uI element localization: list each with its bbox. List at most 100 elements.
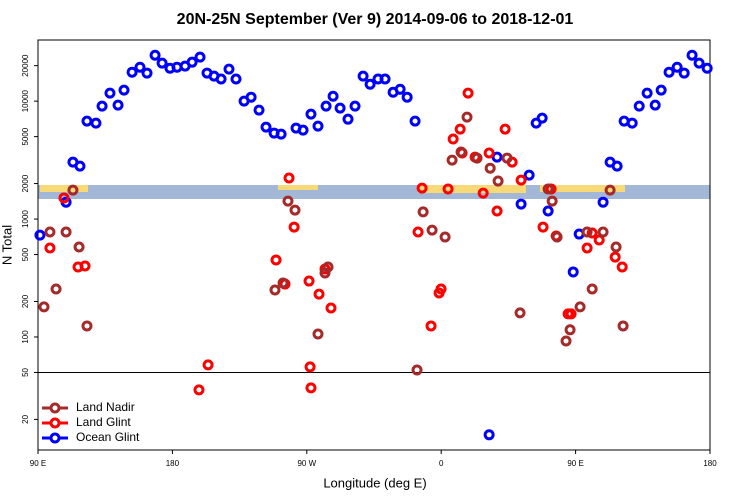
- point: [269, 284, 281, 296]
- point: [586, 283, 598, 295]
- point: [270, 254, 282, 266]
- y-tick-label: 100: [21, 330, 30, 344]
- point: [442, 183, 454, 195]
- point: [597, 196, 609, 208]
- point: [514, 307, 526, 319]
- point: [126, 66, 138, 78]
- point: [118, 84, 130, 96]
- chart-title: 20N-25N September (Ver 9) 2014-09-06 to …: [177, 11, 574, 28]
- point: [477, 187, 489, 199]
- point: [412, 226, 424, 238]
- x-tick-label: 90 E: [567, 459, 583, 468]
- point: [492, 175, 504, 187]
- band-patch: [40, 185, 88, 192]
- point: [581, 242, 593, 254]
- point: [73, 241, 85, 253]
- point: [297, 124, 309, 136]
- point: [202, 359, 214, 371]
- x-tick-label: 180: [166, 459, 180, 468]
- point: [425, 320, 437, 332]
- y-tick-label: 50: [21, 367, 30, 376]
- point: [322, 261, 334, 273]
- point: [597, 226, 609, 238]
- point: [542, 205, 554, 217]
- point: [90, 117, 102, 129]
- point: [586, 227, 598, 239]
- point: [44, 226, 56, 238]
- point: [288, 221, 300, 233]
- point: [564, 324, 576, 336]
- point: [649, 99, 661, 111]
- point: [394, 83, 406, 95]
- point: [304, 361, 316, 373]
- point: [230, 73, 242, 85]
- point: [663, 66, 675, 78]
- point: [565, 308, 577, 320]
- point: [536, 112, 548, 124]
- point: [327, 90, 339, 102]
- point: [44, 242, 56, 254]
- point: [610, 241, 622, 253]
- legend-marker: [49, 432, 61, 444]
- point: [551, 231, 563, 243]
- point: [223, 63, 235, 75]
- point: [462, 87, 474, 99]
- point: [156, 57, 168, 69]
- point: [411, 364, 423, 376]
- point: [379, 73, 391, 85]
- point: [305, 382, 317, 394]
- legend-label: Ocean Glint: [76, 430, 140, 444]
- point: [499, 123, 511, 135]
- point: [60, 226, 72, 238]
- point: [186, 56, 198, 68]
- point: [313, 288, 325, 300]
- y-tick-label: 200: [21, 294, 30, 308]
- point: [96, 100, 108, 112]
- point: [81, 320, 93, 332]
- point: [484, 162, 496, 174]
- y-tick-label: 10000: [21, 89, 30, 112]
- x-tick-label: 0: [439, 459, 444, 468]
- point: [342, 113, 354, 125]
- point: [567, 266, 579, 278]
- point: [58, 192, 70, 204]
- point: [275, 128, 287, 140]
- point: [604, 184, 616, 196]
- point: [141, 67, 153, 79]
- point: [215, 73, 227, 85]
- y-axis-label: N Total: [0, 225, 14, 265]
- point: [617, 320, 629, 332]
- point: [305, 108, 317, 120]
- legend-label: Land Nadir: [76, 400, 135, 414]
- point: [471, 152, 483, 164]
- point: [701, 62, 713, 74]
- point: [282, 195, 294, 207]
- point: [435, 283, 447, 295]
- point: [112, 99, 124, 111]
- y-tick-label: 5000: [21, 127, 30, 145]
- y-tick-label: 20: [21, 414, 30, 423]
- x-axis-label: Longitude (deg E): [323, 475, 426, 490]
- point: [560, 335, 572, 347]
- point: [426, 224, 438, 236]
- point: [417, 206, 429, 218]
- point: [671, 61, 683, 73]
- y-tick-label: 1000: [21, 210, 30, 228]
- point: [626, 117, 638, 129]
- point: [581, 226, 593, 238]
- point: [253, 104, 265, 116]
- point: [357, 70, 369, 82]
- point: [542, 183, 554, 195]
- point: [349, 100, 361, 112]
- point: [693, 57, 705, 69]
- point: [501, 152, 513, 164]
- point: [283, 172, 295, 184]
- point: [416, 182, 428, 194]
- point: [134, 61, 146, 73]
- point: [609, 251, 621, 263]
- point: [401, 91, 413, 103]
- point: [409, 115, 421, 127]
- point: [446, 154, 458, 166]
- point: [334, 102, 346, 114]
- legend-label: Land Glint: [76, 415, 131, 429]
